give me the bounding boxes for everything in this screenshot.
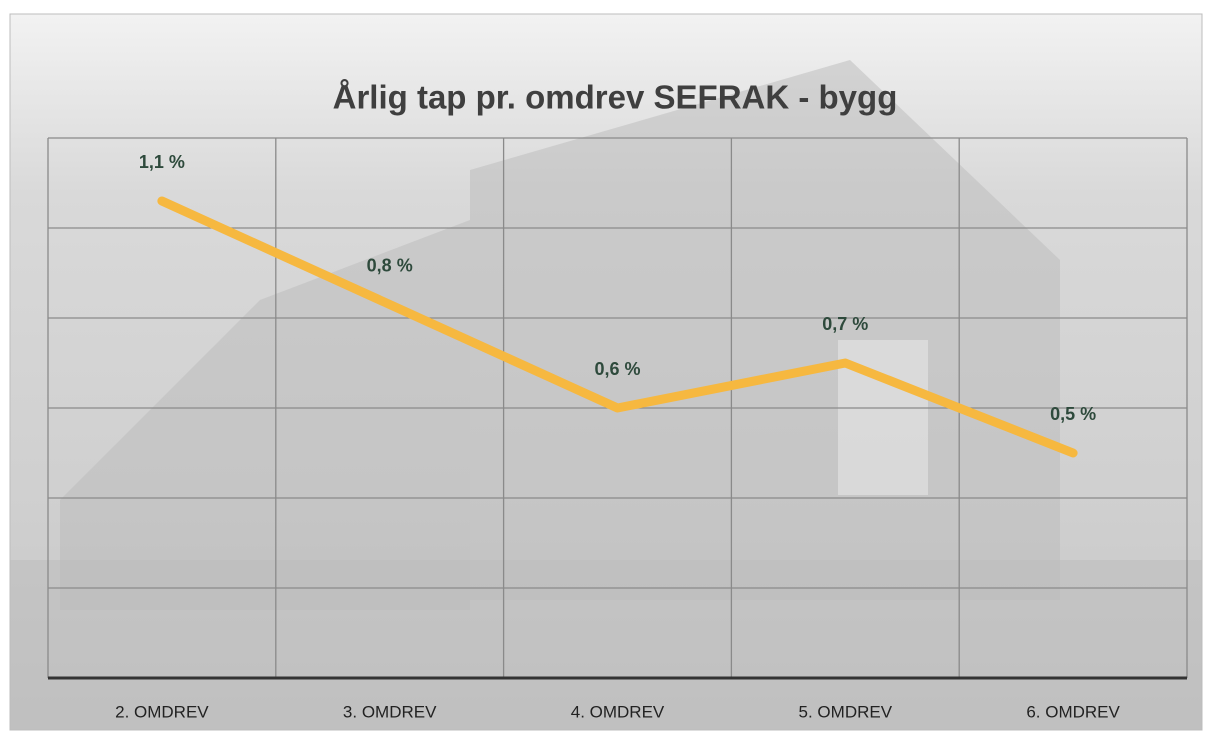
chart-title: Årlig tap pr. omdrev SEFRAK - bygg bbox=[333, 79, 898, 116]
x-tick-label: 5. OMDREV bbox=[799, 702, 893, 721]
x-tick-label: 6. OMDREV bbox=[1026, 702, 1120, 721]
x-tick-label: 3. OMDREV bbox=[343, 702, 437, 721]
chart: Årlig tap pr. omdrev SEFRAK - bygg 2. OM… bbox=[0, 0, 1212, 740]
data-label: 0,8 % bbox=[367, 255, 413, 275]
data-label: 0,7 % bbox=[822, 314, 868, 334]
x-tick-label: 2. OMDREV bbox=[115, 702, 209, 721]
data-label: 1,1 % bbox=[139, 152, 185, 172]
x-tick-label: 4. OMDREV bbox=[571, 702, 665, 721]
data-label: 0,6 % bbox=[594, 359, 640, 379]
data-label: 0,5 % bbox=[1050, 404, 1096, 424]
